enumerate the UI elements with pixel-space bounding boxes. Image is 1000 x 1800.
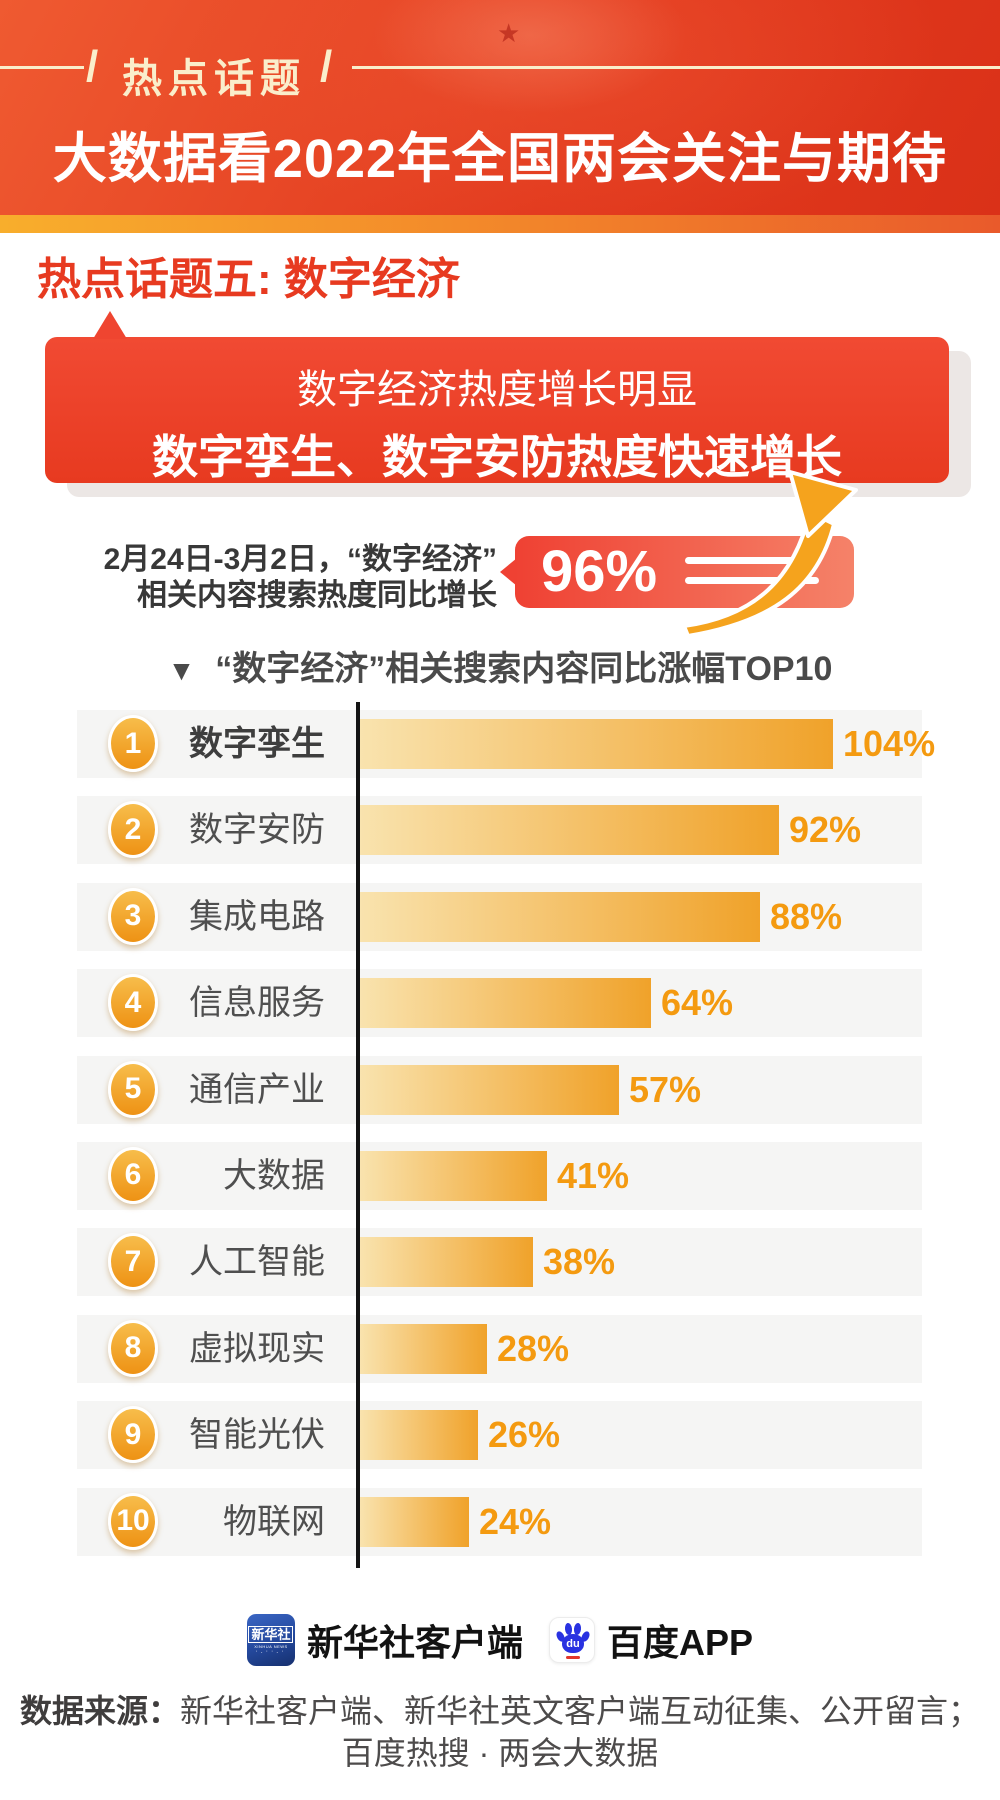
chart-rows: 1 数字孪生 104% 2 数字安防 92% 3 集成电路 88% 4 信息服务 64% 5 通信产业 57… [77, 710, 935, 1556]
baidu-app-icon: du [548, 1617, 595, 1663]
row-label: 集成电路 [189, 897, 325, 936]
xinhua-logo-group: 新华社 XINHUA NEWS ·.··.· 新华社客户端 [246, 1614, 523, 1666]
rank-badge: 7 [108, 1233, 158, 1291]
hall-ceiling-star-icon: ★ [497, 18, 521, 48]
gold-divider [0, 215, 1000, 233]
rank-badge: 9 [108, 1406, 158, 1464]
series-badge: 热点话题 [122, 57, 306, 101]
row-value: 104% [843, 723, 936, 764]
xinhua-icon-constellation: ·.··.· [255, 1647, 287, 1655]
publisher-logos: 新华社 XINHUA NEWS ·.··.· 新华社客户端 du 百度APP [0, 1614, 1000, 1666]
row-label: 数字安防 [189, 811, 325, 850]
stat-description-line2: 相关内容搜索热度同比增长 [137, 579, 497, 612]
section-heading: 热点话题五: 数字经济 [37, 255, 460, 304]
row-label: 大数据 [223, 1156, 325, 1195]
xinhua-icon-subtitle: XINHUA NEWS [254, 1643, 288, 1649]
rank-badge: 2 [108, 801, 158, 859]
rank-badge: 10 [108, 1492, 158, 1550]
row-bar [360, 1410, 478, 1461]
row-bar [360, 891, 760, 942]
speed-line-icon [685, 557, 819, 564]
row-bar [360, 1323, 487, 1374]
row-value: 92% [789, 809, 862, 851]
chart-row: 5 通信产业 57% [77, 1055, 922, 1124]
row-label: 信息服务 [189, 984, 325, 1023]
row-label: 数字孪生 [189, 725, 325, 763]
chart-row: 2 数字安防 92% [77, 796, 922, 865]
baidu-du-text: du [561, 1634, 584, 1653]
data-source-label: 数据来源： [19, 1693, 180, 1729]
growth-arrow-icon [682, 470, 858, 638]
baidu-label: 百度APP [606, 1622, 754, 1663]
triangle-marker-icon: ▼ [167, 655, 196, 686]
rank-badge: 5 [108, 1060, 158, 1118]
row-value: 57% [629, 1068, 702, 1110]
chart-row: 10 物联网 24% [77, 1487, 922, 1556]
row-value: 28% [497, 1327, 570, 1369]
banner-line2: 数字孪生、数字安防热度快速增长 [152, 431, 842, 483]
row-value: 38% [543, 1241, 616, 1283]
stat-value-badge: 96% [500, 536, 854, 608]
chart-row: 7 人工智能 38% [77, 1228, 922, 1297]
rank-badge: 3 [108, 887, 158, 945]
chart-row: 4 信息服务 64% [77, 969, 922, 1038]
row-value: 64% [661, 982, 734, 1024]
row-bar [360, 719, 833, 769]
chart-axis-line [356, 702, 360, 1568]
badge-rule-left [0, 66, 84, 69]
chart-row: 8 虚拟现实 28% [77, 1314, 922, 1383]
row-label: 虚拟现实 [189, 1329, 325, 1368]
chart-row: 9 智能光伏 26% [77, 1401, 922, 1470]
data-source-text: 新华社客户端、新华社英文客户端互动征集、公开留言； [180, 1693, 981, 1729]
stat-description: 2月24日-3月2日，“数字经济” 相关内容搜索热度同比增长 [0, 542, 497, 614]
speed-line-icon [685, 577, 819, 584]
row-bar [360, 1496, 469, 1547]
baidu-logo-group: du 百度APP [548, 1614, 754, 1666]
row-label: 智能光伏 [189, 1416, 325, 1455]
rank-badge: 8 [108, 1319, 158, 1377]
row-label: 人工智能 [189, 1243, 325, 1282]
xinhua-icon-title: 新华社 [248, 1625, 294, 1643]
row-label: 物联网 [223, 1502, 325, 1541]
row-bar [360, 978, 651, 1029]
row-value: 41% [557, 1154, 630, 1196]
key-finding-banner: 数字经济热度增长明显 数字孪生、数字安防热度快速增长 [45, 311, 949, 483]
page-title: 大数据看2022年全国两会关注与期待 [52, 129, 948, 189]
badge-rule-right [352, 66, 1000, 69]
rank-badge: 4 [108, 974, 158, 1032]
xinhua-label: 新华社客户端 [306, 1622, 523, 1663]
badge-slash-left: / [86, 42, 99, 91]
badge-slash-right: / [320, 42, 333, 91]
stat-description-line1: 2月24日-3月2日，“数字经济” [103, 543, 497, 576]
badge-notch-icon [500, 558, 517, 586]
chart-title: ▼ “数字经济”相关搜索内容同比涨幅TOP10 [0, 641, 1000, 690]
row-bar [360, 1150, 547, 1201]
chart-row: 6 大数据 41% [77, 1141, 922, 1210]
data-source: 数据来源：新华社客户端、新华社英文客户端互动征集、公开留言； 百度热搜 · 两会… [0, 1690, 1000, 1774]
baidu-paw-icon: du [554, 1622, 592, 1653]
xinhua-app-icon: 新华社 XINHUA NEWS ·.··.· [246, 1614, 295, 1666]
row-label: 通信产业 [189, 1070, 325, 1109]
data-source-line2: 百度热搜 · 两会大数据 [341, 1735, 659, 1771]
chart-row: 3 集成电路 88% [77, 882, 922, 951]
row-bar [360, 1064, 619, 1115]
baidu-redbar-icon [565, 1656, 580, 1659]
row-value: 88% [770, 895, 843, 937]
row-value: 26% [488, 1414, 561, 1456]
row-bar [360, 805, 779, 856]
chart-title-text: “数字经济”相关搜索内容同比涨幅TOP10 [215, 650, 833, 688]
banner-line1: 数字经济热度增长明显 [297, 368, 697, 412]
chart-row: 1 数字孪生 104% [77, 710, 935, 778]
header-banner: ★ / 热点话题 / 大数据看2022年全国两会关注与期待 [0, 0, 1000, 215]
rank-badge: 1 [108, 715, 158, 772]
banner-pointer-icon [93, 311, 127, 339]
stat-value: 96% [541, 539, 658, 604]
rank-badge: 6 [108, 1146, 158, 1204]
data-source-line1: 数据来源：新华社客户端、新华社英文客户端互动征集、公开留言； [0, 1690, 1000, 1732]
row-value: 24% [479, 1500, 552, 1542]
row-bar [360, 1237, 533, 1288]
